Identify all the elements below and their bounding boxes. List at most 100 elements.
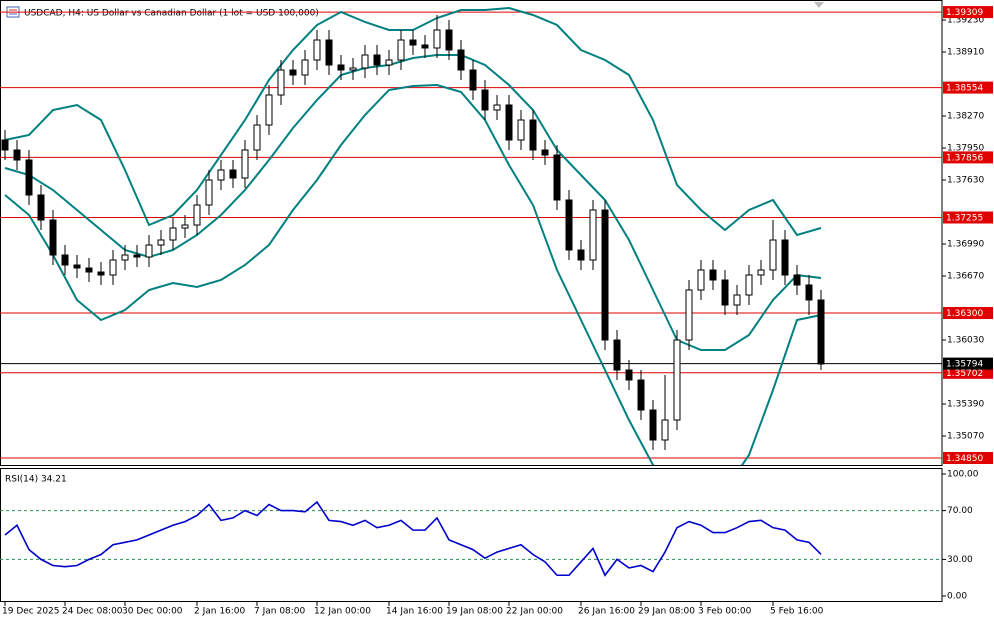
bollinger-band — [4, 54, 822, 351]
candle-body — [169, 227, 177, 241]
candle-body — [145, 244, 153, 258]
candle-body — [61, 254, 69, 266]
y-tick-label: 0.00 — [947, 592, 967, 602]
candle-body — [589, 209, 597, 261]
candle-body — [193, 204, 201, 226]
price-level-tag — [943, 6, 993, 19]
y-tick-label: 1.38270 — [947, 112, 984, 122]
candle-body — [121, 254, 129, 261]
candle-body — [505, 104, 513, 141]
candle-body — [325, 39, 333, 66]
candle-body — [445, 29, 453, 51]
candle-body — [805, 284, 813, 301]
main-pane — [0, 0, 943, 466]
candle-body — [529, 119, 537, 151]
candle-body — [673, 339, 681, 421]
y-tick-label: 1.36990 — [947, 240, 984, 250]
rsi-pane — [0, 468, 943, 602]
price-level-label: 1.37255 — [946, 214, 983, 224]
candle-body — [97, 271, 105, 276]
candle-body — [73, 264, 81, 269]
y-tick-label: 30.00 — [947, 555, 973, 565]
y-tick-label: 1.35070 — [947, 432, 984, 442]
candle-body — [205, 179, 213, 206]
candle-body — [385, 59, 393, 66]
candle-body — [1, 139, 9, 151]
price-level-tag — [943, 151, 993, 164]
candle-body — [433, 29, 441, 49]
candle-body — [217, 169, 225, 181]
price-level-label: 1.35702 — [946, 369, 983, 379]
x-tick-label: 12 Jan 00:00 — [314, 607, 371, 617]
candle-body — [793, 274, 801, 286]
candle-body — [361, 54, 369, 69]
price-level-label: 1.39309 — [946, 8, 983, 18]
y-tick-label: 1.35390 — [947, 400, 984, 410]
main-plot — [0, 6, 942, 465]
candle-body — [601, 209, 609, 341]
candle-body — [649, 409, 657, 441]
candle-body — [421, 44, 429, 49]
candle-body — [289, 69, 297, 76]
candle-body — [25, 159, 33, 196]
x-tick-label: 14 Jan 16:00 — [386, 607, 443, 617]
candle-body — [745, 274, 753, 296]
y-tick-label: 1.38910 — [947, 48, 984, 58]
x-tick-label: 7 Jan 08:00 — [254, 607, 306, 617]
y-tick-label: 100.00 — [947, 470, 979, 480]
y-tick-label: 1.37630 — [947, 176, 984, 186]
candle-body — [625, 369, 633, 381]
candle-body — [733, 294, 741, 306]
candle-body — [685, 289, 693, 341]
candle-body — [157, 239, 165, 246]
rsi-title: RSI(14) 34.21 — [5, 475, 67, 485]
candle-body — [577, 249, 585, 261]
bollinger-band — [4, 83, 822, 465]
candle-body — [553, 154, 561, 201]
candle-body — [337, 64, 345, 71]
x-tick-label: 26 Jan 16:00 — [578, 607, 635, 617]
candle-body — [37, 194, 45, 221]
candle-body — [181, 224, 189, 229]
x-tick-label: 22 Jan 00:00 — [506, 607, 563, 617]
shift-marker — [814, 2, 824, 8]
candle-body — [349, 67, 357, 71]
candle-body — [13, 149, 21, 161]
candle-body — [313, 39, 321, 61]
candle-body — [373, 54, 381, 66]
x-tick-label: 2 Jan 16:00 — [194, 607, 246, 617]
candle-body — [817, 299, 825, 365]
candle-body — [697, 269, 705, 291]
x-tick-label: 29 Jan 08:00 — [638, 607, 695, 617]
candle-body — [109, 259, 117, 276]
y-tick-label: 1.36670 — [947, 272, 984, 282]
current-price-label: 1.35794 — [946, 360, 983, 370]
x-tick-label: 19 Jan 08:00 — [446, 607, 503, 617]
y-tick-label: 1.36030 — [947, 336, 984, 346]
candle-body — [133, 254, 141, 258]
axes: 1.39230 1.38910 1.38270 1.37950 1.37630 1.369… — [2, 6, 993, 617]
candle-body — [229, 169, 237, 179]
candle-body — [661, 419, 669, 441]
candle-body — [769, 239, 777, 271]
price-level-label: 1.34850 — [946, 454, 983, 464]
candle-body — [277, 69, 285, 96]
candle-body — [469, 69, 477, 91]
x-tick-label: 19 Dec 2025 — [2, 607, 60, 617]
candle-body — [781, 239, 789, 276]
price-level-tag — [943, 81, 993, 94]
price-level-tag — [943, 211, 993, 224]
candle-body — [565, 199, 573, 251]
candle-body — [613, 339, 621, 371]
x-tick-label: 5 Feb 16:00 — [770, 607, 824, 617]
candle-body — [457, 49, 465, 71]
candle-body — [49, 219, 57, 256]
candle-body — [637, 379, 645, 411]
candle-body — [397, 39, 405, 61]
x-tick-label: 3 Feb 00:00 — [698, 607, 752, 617]
chart-title: USDCAD, H4: US Dollar vs Canadian Dollar… — [24, 9, 319, 19]
candle-body — [757, 269, 765, 276]
candle-body — [241, 149, 249, 179]
